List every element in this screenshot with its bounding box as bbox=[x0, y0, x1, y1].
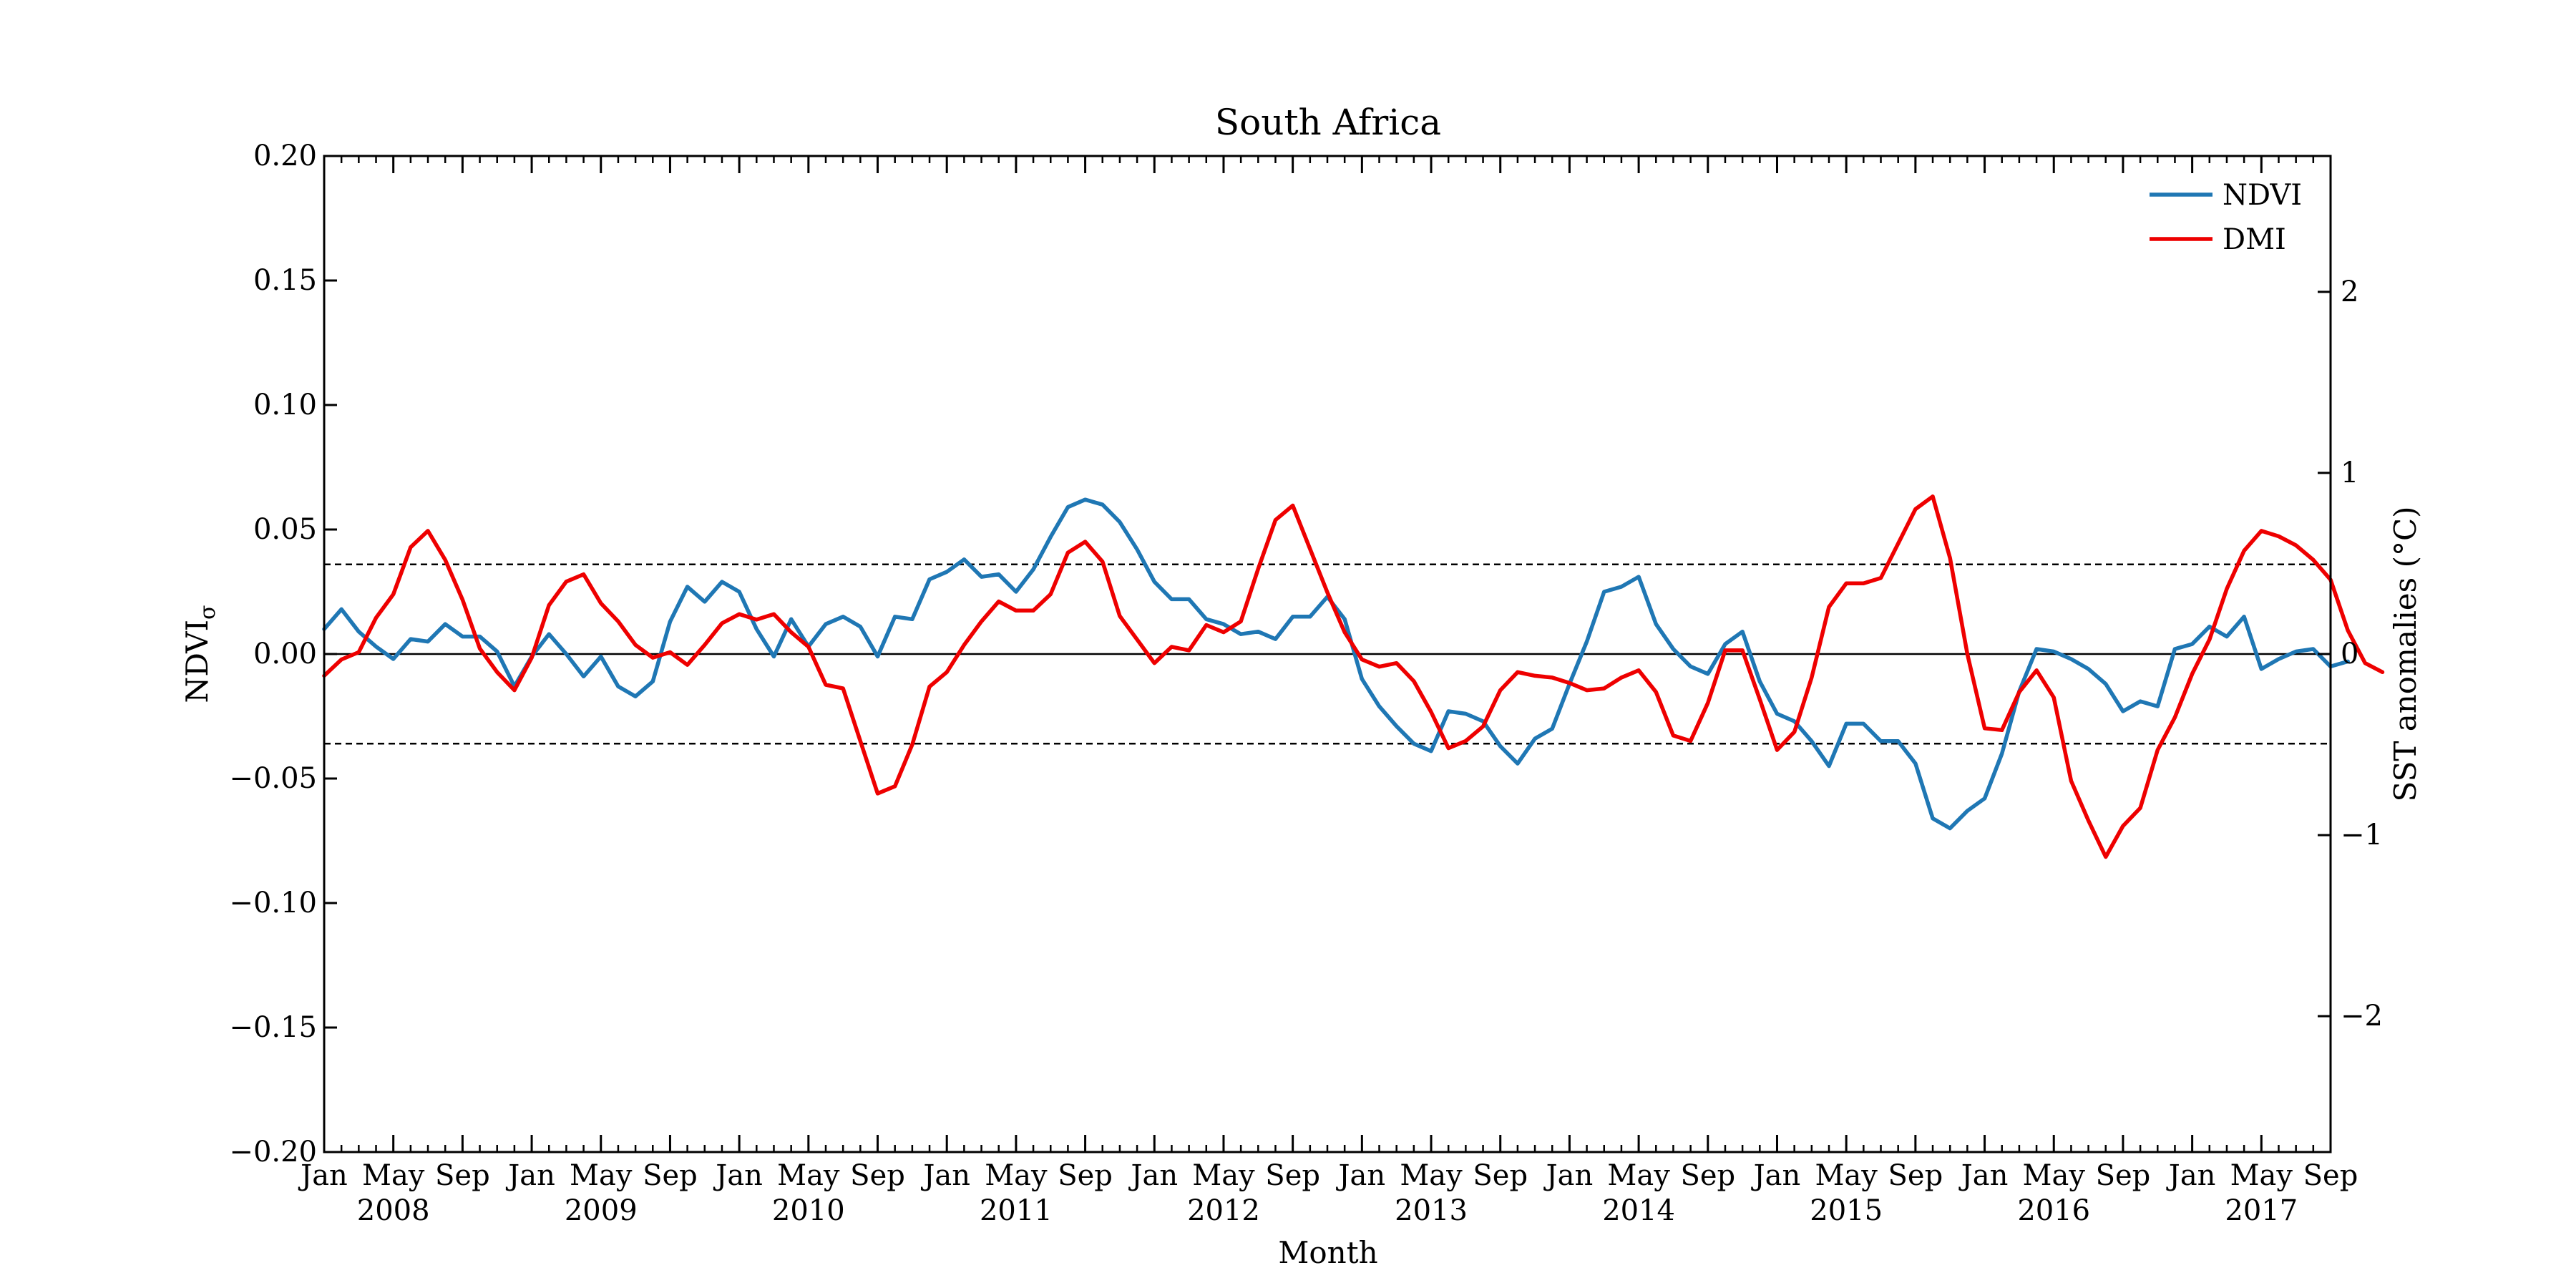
x-tick-month-label: Jan bbox=[298, 1159, 348, 1192]
legend-label-ndvi: NDVI bbox=[2223, 179, 2302, 212]
left-axis-title-subscript: σ bbox=[195, 605, 220, 619]
x-tick-month-label: Jan bbox=[505, 1159, 555, 1192]
series-layer bbox=[322, 494, 2385, 859]
left-y-tick-label: 0.10 bbox=[253, 389, 317, 421]
x-tick-month-label: May bbox=[985, 1159, 1048, 1192]
right-axis-title: SST anomalies (°C) bbox=[2388, 507, 2423, 802]
chart-title: South Africa bbox=[1215, 102, 1441, 143]
x-tick-year-label: 2009 bbox=[565, 1194, 638, 1227]
left-y-tick-label: −0.20 bbox=[229, 1136, 317, 1169]
x-tick-month-label: May bbox=[1192, 1159, 1255, 1192]
x-tick-month-label: Sep bbox=[1473, 1159, 1528, 1192]
x-tick-month-label: Sep bbox=[2096, 1159, 2151, 1192]
right-y-tick-label: 2 bbox=[2341, 275, 2358, 308]
legend: NDVI DMI bbox=[2150, 179, 2302, 256]
x-tick-year-label: 2015 bbox=[1810, 1194, 1883, 1227]
left-y-tick-label: 0.00 bbox=[253, 638, 317, 670]
x-tick-month-label: Jan bbox=[1336, 1159, 1386, 1192]
x-tick-month-label: Sep bbox=[435, 1159, 490, 1192]
plot-frame bbox=[323, 155, 2332, 1153]
left-y-tick-label: 0.15 bbox=[253, 264, 317, 297]
left-y-tick-label: −0.15 bbox=[229, 1011, 317, 1044]
x-tick-month-label: Jan bbox=[1958, 1159, 2009, 1192]
x-tick-month-label: Sep bbox=[643, 1159, 698, 1192]
x-tick-month-label: Jan bbox=[920, 1159, 970, 1192]
x-tick-month-label: May bbox=[570, 1159, 633, 1192]
x-tick-month-label: Jan bbox=[713, 1159, 763, 1192]
x-tick-year-label: 2016 bbox=[2017, 1194, 2090, 1227]
left-axis-title-main: NDVI bbox=[180, 620, 215, 703]
right-y-tick-label: 0 bbox=[2341, 638, 2358, 670]
x-tick-month-label: Sep bbox=[1265, 1159, 1320, 1192]
right-y-tick-label: −2 bbox=[2341, 1000, 2383, 1033]
x-axis-title: Month bbox=[1278, 1235, 1377, 1270]
x-tick-month-label: May bbox=[1815, 1159, 1878, 1192]
x-tick-year-label: 2008 bbox=[357, 1194, 430, 1227]
series-line-dmi bbox=[322, 494, 2385, 859]
x-tick-month-label: Jan bbox=[1128, 1159, 1178, 1192]
x-tick-month-label: Sep bbox=[850, 1159, 905, 1192]
left-axis-title: NDVIσ bbox=[180, 605, 220, 703]
right-y-tick-label: 1 bbox=[2341, 457, 2358, 489]
x-tick-month-label: Sep bbox=[1680, 1159, 1735, 1192]
left-y-tick-label: 0.05 bbox=[253, 513, 317, 546]
x-tick-month-label: May bbox=[2023, 1159, 2086, 1192]
axis-ticks: −0.20 −0.15 −0.10 −0.05 0.00 0.05 0.10 0.15 0.20… bbox=[229, 140, 2383, 1227]
right-y-tick-label: −1 bbox=[2341, 819, 2383, 852]
x-tick-month-label: Sep bbox=[1058, 1159, 1113, 1192]
x-tick-month-label: Sep bbox=[2303, 1159, 2358, 1192]
left-y-tick-label: −0.10 bbox=[229, 887, 317, 919]
x-tick-month-label: May bbox=[777, 1159, 840, 1192]
x-tick-month-label: May bbox=[1607, 1159, 1670, 1192]
x-tick-month-label: Jan bbox=[1543, 1159, 1594, 1192]
left-y-tick-label: 0.20 bbox=[253, 140, 317, 172]
x-tick-year-label: 2011 bbox=[980, 1194, 1053, 1227]
x-tick-month-label: Jan bbox=[2166, 1159, 2216, 1192]
x-tick-year-label: 2012 bbox=[1187, 1194, 1260, 1227]
x-tick-month-label: Jan bbox=[1751, 1159, 1801, 1192]
x-tick-month-label: May bbox=[2230, 1159, 2293, 1192]
x-tick-year-label: 2014 bbox=[1602, 1194, 1675, 1227]
legend-label-dmi: DMI bbox=[2223, 223, 2286, 256]
x-tick-month-label: May bbox=[362, 1159, 425, 1192]
x-tick-year-label: 2010 bbox=[772, 1194, 845, 1227]
x-tick-year-label: 2017 bbox=[2225, 1194, 2298, 1227]
x-tick-month-label: May bbox=[1400, 1159, 1463, 1192]
left-y-tick-label: −0.05 bbox=[229, 762, 317, 795]
x-tick-month-label: Sep bbox=[1888, 1159, 1943, 1192]
x-tick-year-label: 2013 bbox=[1395, 1194, 1468, 1227]
